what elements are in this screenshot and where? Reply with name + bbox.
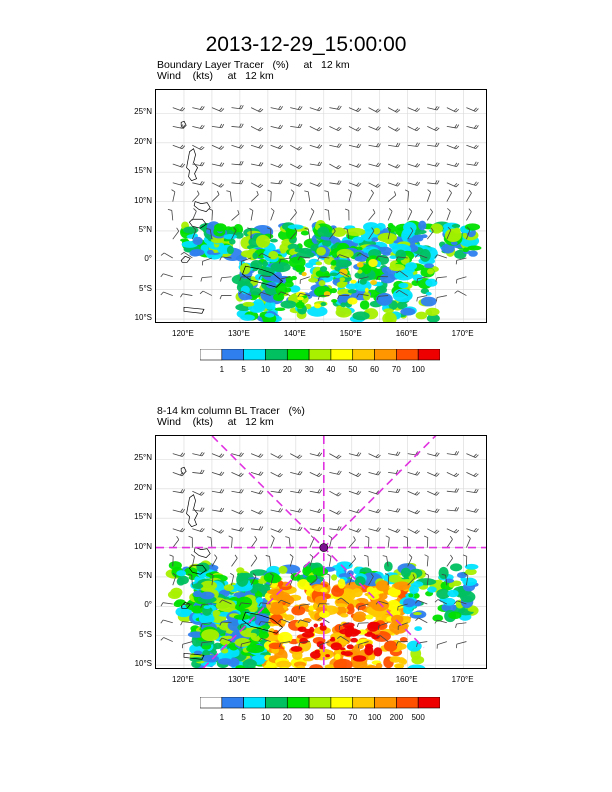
lon-tick-label: 140°E (283, 675, 306, 684)
lon-tick-label: 140°E (283, 329, 306, 338)
panel1-map-canvas (156, 90, 486, 322)
main-title: 2013-12-29_15:00:00 (205, 33, 407, 56)
lat-tick-label: 20°N (134, 482, 152, 492)
lon-tick-label: 160°E (395, 675, 418, 684)
lat-tick-label: 0° (144, 600, 152, 610)
colorbar-label: 100 (411, 365, 425, 374)
lon-tick-label: 170°E (451, 675, 474, 684)
lat-tick-label: 0° (144, 254, 152, 264)
wind-barbs (160, 104, 479, 302)
colorbar-label: 50 (348, 365, 358, 374)
colorbar-label: 200 (389, 713, 404, 722)
colorbar-swatch (265, 349, 288, 361)
colorbar-swatch (308, 349, 332, 361)
colorbar-swatch (396, 697, 419, 709)
tracer-field (165, 560, 479, 668)
colorbar-label: 5 (241, 365, 246, 374)
colorbar-swatch (308, 697, 332, 709)
lat-tick-label: 10°S (134, 313, 152, 323)
colorbar-label: 100 (367, 713, 382, 722)
lat-tick-label: 10°N (134, 195, 152, 205)
lat-tick-label: 5°S (139, 283, 152, 293)
colorbar-swatch (243, 697, 266, 709)
colorbar-label: 30 (304, 365, 314, 374)
lon-tick-label: 170°E (451, 329, 474, 338)
coastlines (180, 120, 284, 314)
overlay-center-marker (319, 543, 329, 552)
lon-tick-label: 130°E (227, 675, 250, 684)
lat-tick-label: 10°S (134, 659, 152, 669)
colorbar-label: 60 (370, 365, 379, 374)
colorbar-swatch (200, 349, 223, 361)
colorbar-swatch (374, 349, 397, 361)
panel2-title-line2: Wind (kts) at 12 km (157, 416, 274, 428)
panel1-title-line1: Boundary Layer Tracer (%) at 12 km (157, 59, 350, 71)
lat-tick-label: 15°N (134, 512, 152, 522)
wind-barbs (160, 451, 479, 649)
panel2-title-line1: 8-14 km column BL Tracer (%) (157, 405, 305, 417)
colorbar-swatch (200, 697, 223, 709)
colorbar-label: 40 (326, 365, 336, 374)
coastlines (180, 466, 284, 660)
colorbar-label: 5 (241, 713, 246, 722)
colorbar-label: 500 (411, 713, 425, 722)
panel1-title-line2: Wind (kts) at 12 km (157, 70, 274, 82)
lon-tick-label: 160°E (395, 329, 418, 338)
colorbar-swatch (286, 697, 310, 709)
colorbar-swatch (352, 697, 375, 709)
colorbar-label: 1 (219, 365, 225, 374)
lat-tick-label: 20°N (134, 136, 152, 146)
colorbar-label: 70 (391, 365, 401, 374)
lat-tick-label: 5°N (138, 570, 152, 580)
lat-tick-label: 25°N (134, 453, 152, 463)
colorbar-swatch (330, 349, 354, 361)
panel1-map (155, 89, 487, 323)
lat-tick-label: 25°N (134, 107, 152, 117)
colorbar-swatch (374, 697, 397, 709)
colorbar-label: 70 (348, 713, 358, 722)
colorbar-label: 1 (219, 713, 225, 722)
lon-tick-label: 120°E (172, 675, 194, 684)
lat-tick-label: 10°N (134, 541, 152, 551)
colorbar-label: 10 (261, 365, 270, 374)
lat-tick-label: 5°S (139, 629, 152, 639)
colorbar-swatch (417, 697, 440, 709)
colorbar-swatch (417, 349, 440, 361)
colorbar-label: 50 (326, 713, 336, 722)
colorbar-swatch (286, 349, 310, 361)
lon-tick-label: 150°E (339, 329, 362, 338)
lon-tick-label: 120°E (172, 329, 194, 338)
colorbar-swatch (221, 349, 244, 361)
colorbar-swatch (243, 349, 266, 361)
colorbar-swatch (352, 349, 375, 361)
tracer-field (180, 220, 482, 322)
colorbar-swatch (221, 697, 244, 709)
lat-tick-label: 15°N (134, 166, 152, 176)
panel2-map-canvas (156, 436, 486, 668)
colorbar-label: 20 (282, 713, 292, 722)
lon-tick-label: 130°E (227, 329, 250, 338)
colorbar-label: 20 (282, 365, 292, 374)
colorbar-swatch (330, 697, 354, 709)
panel2-colorbar (200, 697, 440, 709)
colorbar-label: 30 (304, 713, 314, 722)
panel1-colorbar (200, 349, 440, 361)
lat-tick-label: 5°N (138, 224, 152, 234)
colorbar-swatch (265, 697, 288, 709)
colorbar-swatch (396, 349, 419, 361)
lon-tick-label: 150°E (339, 675, 362, 684)
colorbar-label: 10 (261, 713, 270, 722)
panel2-map (155, 435, 487, 669)
